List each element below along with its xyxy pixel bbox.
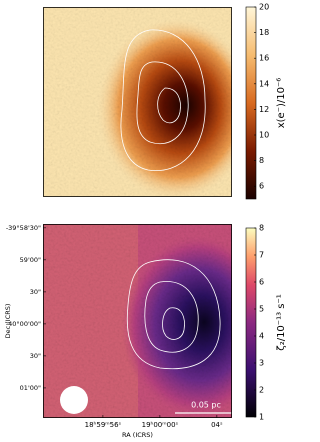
- colorbar-tick-label: 16: [259, 54, 269, 63]
- colorbar-label: ζ₂/10⁻¹³ s⁻¹: [276, 294, 287, 351]
- map-bottom: [43, 224, 232, 418]
- colorbar-tick-label: 6: [259, 278, 264, 287]
- colorbar-tick-label: 4: [259, 332, 264, 341]
- colorbar-tick-label: 8: [259, 156, 264, 165]
- colorbar-tick-label: 6: [259, 182, 264, 191]
- y-tick-label: 30": [30, 352, 41, 360]
- y-tick-label: 59'00": [20, 256, 41, 264]
- colorbar-tick-label: 3: [259, 359, 264, 368]
- y-tick-label: -40°00'00": [6, 320, 41, 328]
- colorbar-tick-label: 20: [259, 3, 269, 12]
- colorbar-tick-label: 18: [259, 28, 269, 37]
- scalebar-label: 0.05 pc: [191, 401, 221, 410]
- y-tick-label: 30": [30, 288, 41, 296]
- colorbar-tick-label: 14: [259, 79, 269, 88]
- axes: 68101214161820x(e⁻)/10⁻⁶12345678ζ₂/10⁻¹³…: [4, 3, 287, 440]
- colorbar-tick-label: 8: [259, 224, 264, 233]
- colorbar-label: x(e⁻)/10⁻⁶: [276, 78, 287, 129]
- colorbar-tick-label: 7: [259, 251, 264, 260]
- colorbar-tick-label: 12: [259, 105, 269, 114]
- colorbar: [245, 6, 257, 200]
- y-tick-label: -39°58'30": [6, 224, 41, 232]
- figure: 68101214161820x(e⁻)/10⁻⁶12345678ζ₂/10⁻¹³…: [4, 3, 287, 440]
- y-tick-label: 01'00": [20, 384, 41, 392]
- colorbar: [245, 227, 257, 418]
- x-tick-label: 18ʰ59ᵐ56ˢ: [85, 421, 122, 429]
- colorbar-tick-label: 10: [259, 131, 269, 140]
- map-top: [43, 7, 232, 197]
- colorbar-tick-label: 2: [259, 386, 264, 395]
- colorbar-tick-label: 1: [259, 413, 264, 422]
- x-tick-label: 04ˢ: [211, 421, 223, 429]
- x-tick-label: 19ʰ00ᵐ00ˢ: [142, 421, 179, 429]
- colorbar-tick-label: 5: [259, 305, 264, 314]
- y-axis-label: Dec (ICRS): [4, 304, 12, 339]
- x-axis-label: RA (ICRS): [122, 431, 153, 439]
